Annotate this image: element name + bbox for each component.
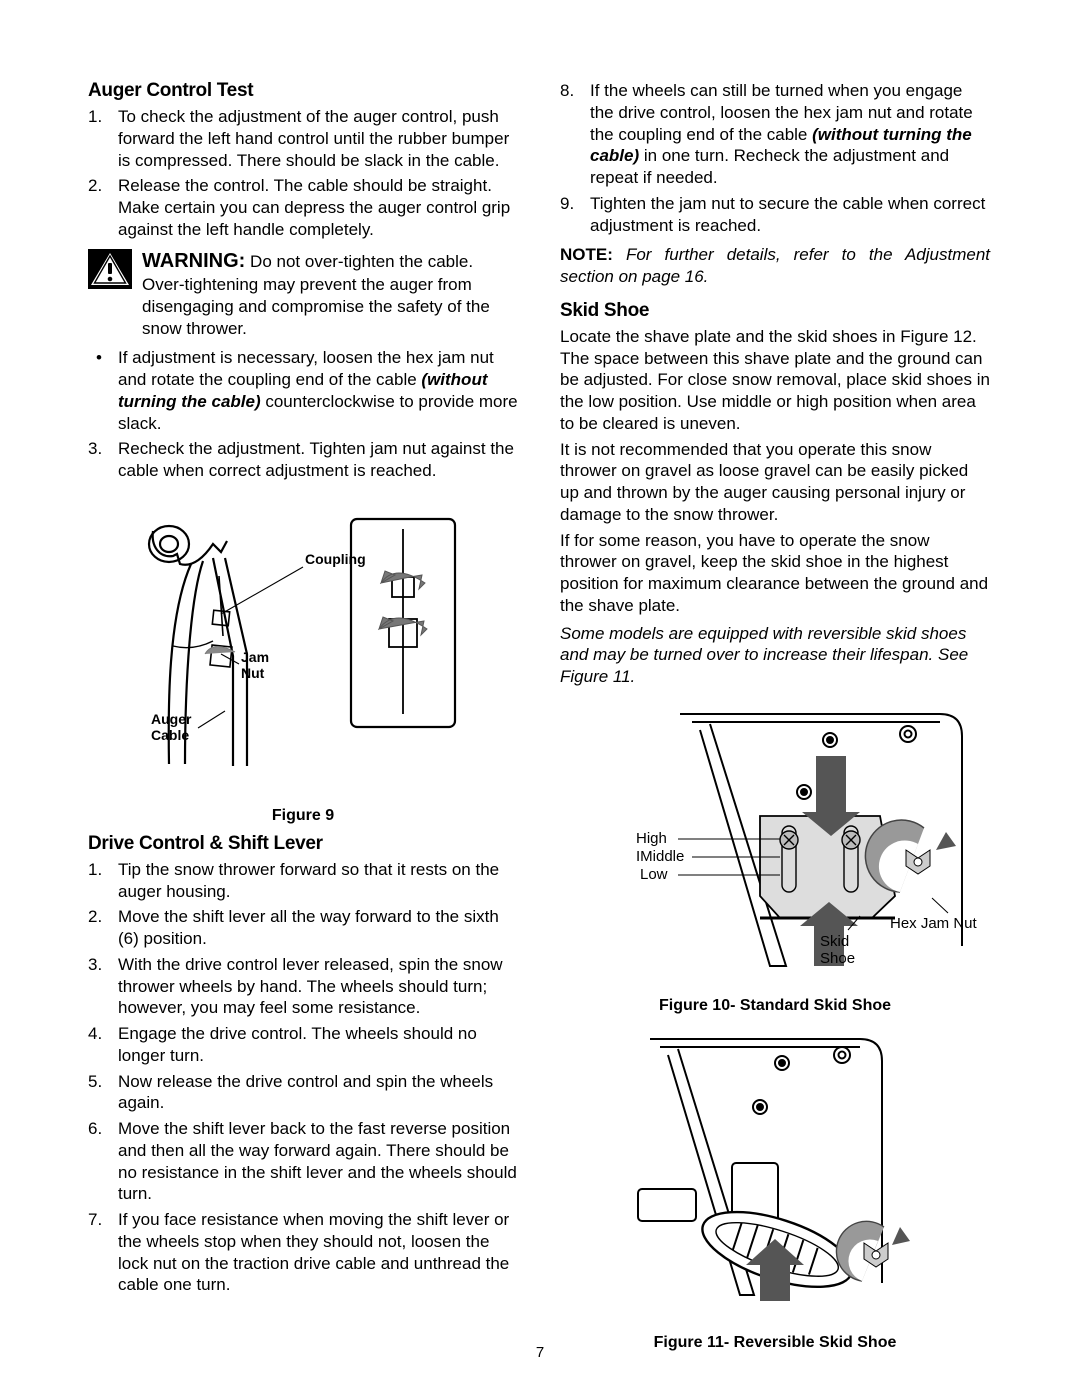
list-item: Now release the drive control and spin t…: [88, 1071, 518, 1115]
skid-shoe-heading: Skid Shoe: [560, 300, 990, 322]
list-item: With the drive control lever released, s…: [88, 954, 518, 1019]
list-item: Move the shift lever all the way forward…: [88, 906, 518, 950]
svg-text:Jam: Jam: [241, 649, 269, 665]
list-item: Recheck the adjustment. Tighten jam nut …: [88, 438, 518, 482]
list-item: Tip the snow thrower forward so that it …: [88, 859, 518, 903]
drive-control-heading: Drive Control & Shift Lever: [88, 833, 518, 855]
svg-text:Coupling: Coupling: [305, 551, 366, 567]
svg-text:High: High: [636, 830, 667, 847]
note-block: NOTE: For further details, refer to the …: [560, 244, 990, 288]
auger-test-heading: Auger Control Test: [88, 80, 518, 102]
page-number: 7: [0, 1344, 1080, 1361]
figure-10: High IMiddle Low Hex Jam Nut Skid Shoe: [560, 696, 990, 991]
svg-text:Hex Jam Nut: Hex Jam Nut: [890, 915, 978, 932]
warning-icon: [88, 249, 132, 289]
svg-text:IMiddle: IMiddle: [636, 848, 684, 865]
italic-note: Some models are equipped with reversible…: [560, 623, 990, 688]
left-column: Auger Control Test To check the adjustme…: [88, 80, 518, 1360]
drive-control-list: Tip the snow thrower forward so that it …: [88, 859, 518, 1296]
drive-control-list-cont: If the wheels can still be turned when y…: [560, 80, 990, 236]
right-column: If the wheels can still be turned when y…: [560, 80, 990, 1360]
list-item: If the wheels can still be turned when y…: [560, 80, 990, 189]
figure-9: Coupling Jam Nut Auger Cable: [88, 486, 518, 801]
warning-block: WARNING: Do not over-tighten the cable. …: [88, 249, 518, 340]
svg-text:Nut: Nut: [241, 665, 265, 681]
bullet-list: If adjustment is necessary, loosen the h…: [88, 347, 518, 434]
list-item: Release the control. The cable should be…: [88, 175, 518, 240]
list-item: If you face resistance when moving the s…: [88, 1209, 518, 1296]
para: If for some reason, you have to operate …: [560, 530, 990, 617]
para: It is not recommended that you operate t…: [560, 439, 990, 526]
list-item: To check the adjustment of the auger con…: [88, 106, 518, 171]
list-item: If adjustment is necessary, loosen the h…: [88, 347, 518, 434]
para: Locate the shave plate and the skid shoe…: [560, 326, 990, 435]
warning-text: WARNING: Do not over-tighten the cable. …: [142, 249, 518, 340]
list-item: Engage the drive control. The wheels sho…: [88, 1023, 518, 1067]
list-item: Tighten the jam nut to secure the cable …: [560, 193, 990, 237]
figure-11: [560, 1023, 990, 1328]
figure-9-caption: Figure 9: [88, 807, 518, 825]
svg-text:Shoe: Shoe: [820, 950, 855, 967]
auger-test-list-2: Recheck the adjustment. Tighten jam nut …: [88, 438, 518, 482]
svg-text:Skid: Skid: [820, 933, 849, 950]
svg-text:Low: Low: [640, 866, 668, 883]
svg-text:Auger: Auger: [151, 711, 192, 727]
svg-text:Cable: Cable: [151, 727, 189, 743]
figure-10-caption: Figure 10- Standard Skid Shoe: [560, 997, 990, 1015]
list-item: Move the shift lever back to the fast re…: [88, 1118, 518, 1205]
auger-test-list: To check the adjustment of the auger con…: [88, 106, 518, 241]
